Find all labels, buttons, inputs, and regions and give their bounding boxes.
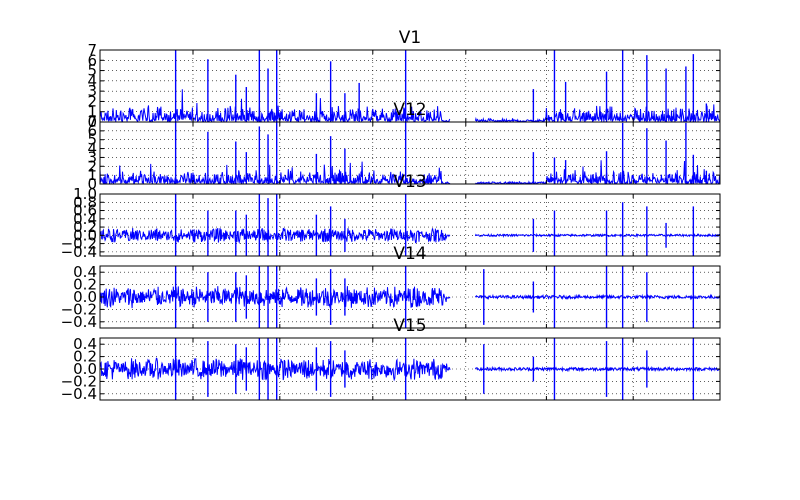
y-tick-label: −0.4 xyxy=(61,385,97,403)
y-tick-label: 0.0 xyxy=(73,288,97,306)
y-tick-label: 1 xyxy=(87,166,97,184)
series-line xyxy=(100,357,720,382)
y-tick-label: 2 xyxy=(87,157,97,175)
y-tick-label: 0 xyxy=(87,113,97,131)
axes-frame xyxy=(99,121,721,185)
y-tick-label: 1.0 xyxy=(73,185,97,203)
y-tick-label: 4 xyxy=(87,140,97,158)
y-tick-label: 6 xyxy=(87,122,97,140)
y-tick-label: 0 xyxy=(87,175,97,193)
y-tick-label: 2 xyxy=(87,92,97,110)
y-tick-label: 3 xyxy=(87,148,97,166)
series-line xyxy=(100,89,720,122)
y-tick-label: 7 xyxy=(87,113,97,131)
y-tick-label: 6 xyxy=(87,51,97,69)
y-tick-label: 0.8 xyxy=(73,193,97,211)
y-tick-label: −0.2 xyxy=(61,235,97,253)
y-tick-label: −0.2 xyxy=(61,300,97,318)
subplot-title: V1 xyxy=(399,28,421,48)
y-tick-label: 0.2 xyxy=(73,348,97,366)
y-tick-label: −0.4 xyxy=(61,243,97,261)
y-tick-label: 0.4 xyxy=(73,263,97,281)
y-tick-label: −0.4 xyxy=(61,313,97,331)
y-tick-label: 0.0 xyxy=(73,360,97,378)
subplot-stack: 01234567V101234567V12−0.4−0.20.00.20.40.… xyxy=(61,28,721,403)
y-tick-label: 4 xyxy=(87,72,97,90)
y-tick-label: 0.2 xyxy=(73,218,97,236)
y-tick-label: 7 xyxy=(87,41,97,59)
y-tick-label: 3 xyxy=(87,82,97,100)
subplot-title: V13 xyxy=(393,172,426,192)
series-line xyxy=(100,160,720,184)
y-tick-label: −0.2 xyxy=(61,372,97,390)
y-tick-label: 1 xyxy=(87,103,97,121)
y-tick-label: 0.0 xyxy=(73,226,97,244)
subplot-title: V12 xyxy=(393,100,426,120)
y-tick-label: 0.4 xyxy=(73,335,97,353)
y-tick-label: 0.2 xyxy=(73,276,97,294)
series-line xyxy=(100,227,720,245)
series-line xyxy=(100,286,720,309)
subplot-title: V14 xyxy=(393,244,426,264)
subplot-title: V15 xyxy=(393,316,426,336)
subplot-v13: −0.4−0.20.00.20.40.60.81.0 V13 xyxy=(61,172,721,261)
y-tick-label: 5 xyxy=(87,131,97,149)
y-tick-label: 5 xyxy=(87,62,97,80)
y-tick-label: 0.6 xyxy=(73,202,97,220)
axes-frame xyxy=(99,193,721,257)
y-tick-label: 0.4 xyxy=(73,210,97,228)
